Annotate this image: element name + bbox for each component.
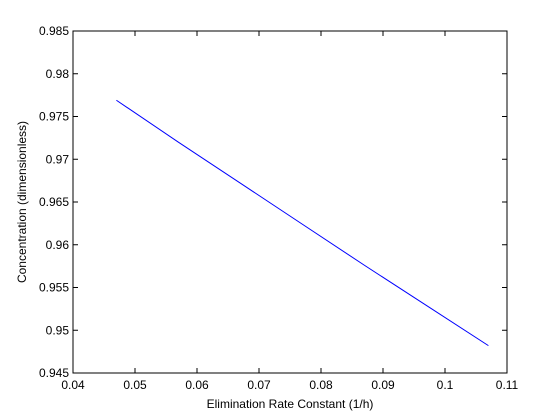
y-tick-label: 0.96 bbox=[46, 238, 70, 252]
x-tick-label: 0.04 bbox=[61, 378, 85, 392]
x-tick-label: 0.09 bbox=[371, 378, 395, 392]
y-tick-label: 0.965 bbox=[39, 195, 69, 209]
y-tick-label: 0.955 bbox=[39, 281, 69, 295]
x-tick-label: 0.11 bbox=[496, 378, 519, 392]
series-layer bbox=[116, 99, 489, 347]
y-tick-label: 0.98 bbox=[46, 67, 70, 81]
x-axis-label: Elimination Rate Constant (1/h) bbox=[207, 397, 374, 411]
y-axis-label: Concentration (dimensionless) bbox=[15, 121, 29, 283]
x-tick-label: 0.08 bbox=[309, 378, 333, 392]
y-tick-label: 0.985 bbox=[39, 24, 69, 38]
x-tick-label: 0.07 bbox=[247, 378, 271, 392]
tick-labels-layer: 0.04 0.05 0.06 0.07 0.08 0.09 0.1 0.11 0.945 0.95… bbox=[39, 24, 519, 392]
series-line-1 bbox=[116, 99, 489, 347]
x-tick-label: 0.05 bbox=[123, 378, 147, 392]
y-tick-label: 0.95 bbox=[46, 323, 70, 337]
y-tick-label: 0.97 bbox=[46, 152, 70, 166]
y-tick-label: 0.945 bbox=[39, 366, 69, 380]
plot-frame bbox=[72, 30, 508, 374]
y-tick-label: 0.975 bbox=[39, 110, 69, 124]
x-tick-label: 0.06 bbox=[185, 378, 209, 392]
x-tick-label: 0.1 bbox=[437, 378, 454, 392]
plot-background bbox=[73, 31, 507, 373]
